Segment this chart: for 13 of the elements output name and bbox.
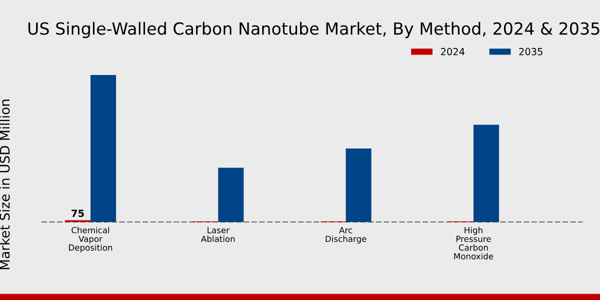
y-axis-title: Market Size in USD Million [0, 100, 10, 270]
x-tick-label: High Pressure Carbon Monoxide [454, 226, 494, 260]
bar [346, 148, 372, 222]
x-tick-label: Arc Discharge [326, 227, 366, 244]
bar [90, 74, 116, 222]
legend-label: 2035 [519, 48, 542, 56]
x-tick-label: Laser Ablation [201, 227, 235, 242]
data-label: 75 [72, 210, 84, 218]
bar [218, 168, 244, 222]
bar [473, 124, 500, 222]
chart-title: US Single-Walled Carbon Nanotube Market, By Method, 2024 & 2035 [28, 22, 600, 38]
x-tick-label: Chemical Vapor Deposition [69, 226, 112, 252]
legend-label: 2024 [441, 48, 464, 56]
